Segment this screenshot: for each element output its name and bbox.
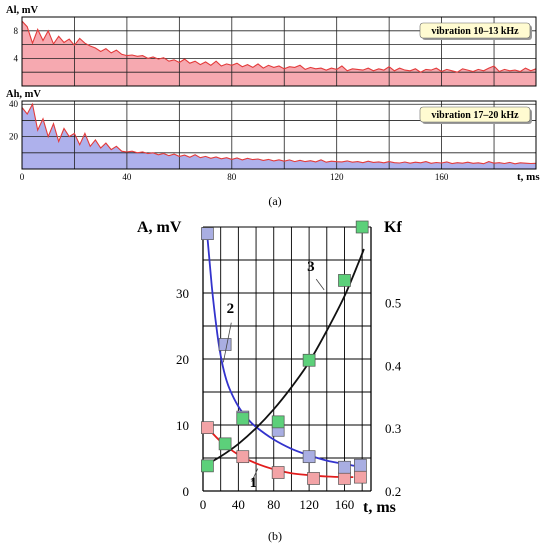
series-3-point <box>236 412 250 426</box>
panel-b-xlabel: t, ms <box>363 499 396 516</box>
series-2-point <box>302 450 316 464</box>
chart-al-ytick-label: 4 <box>14 53 19 63</box>
panel-b-series-labels: 1 2 3 <box>222 259 325 491</box>
series-1-point <box>236 450 250 464</box>
panel-b-xtick-label: 160 <box>335 497 355 512</box>
panel-b-xtick-label: 120 <box>299 497 319 512</box>
panel-b-ytick-left-label: 20 <box>176 352 189 367</box>
chart-ah-area <box>22 104 536 169</box>
series-1-point <box>354 470 367 484</box>
chart-al-annotation-box <box>419 22 531 39</box>
chart-ah-annotation-box <box>419 106 531 123</box>
panel-b-ytick-left-label: 10 <box>176 418 189 433</box>
series-1-leader <box>251 468 259 482</box>
chart-al-ytick-label: 8 <box>14 26 19 36</box>
panel-b-ytick-right-label: 0.3 <box>385 421 401 436</box>
chart-al-area <box>22 21 536 87</box>
series-2-point <box>338 460 351 474</box>
chart-ah-annotation-text: vibration 17–20 kHz <box>431 110 519 121</box>
series-1-point <box>271 466 285 479</box>
series-3-point <box>338 274 351 287</box>
panel-a-xlabel: t, ms <box>517 171 540 183</box>
chart-ah-ytick-label: 20 <box>9 132 19 142</box>
panel-b-xtick-label: 40 <box>232 497 245 512</box>
panel-b-markers <box>201 220 369 485</box>
series-2-point <box>218 338 232 351</box>
series-3-point <box>218 437 232 451</box>
series-3-leader <box>315 278 325 291</box>
panel-a-xtick-label: 120 <box>330 172 344 182</box>
panel-b-ytick-right-label: 0.4 <box>385 358 402 373</box>
panel-b-ytick-left-label: 0 <box>183 484 190 499</box>
chart-al-ylabel: Al, mV <box>6 5 38 16</box>
panel-b-caption: (b) <box>268 529 282 543</box>
series-2-point <box>201 227 214 240</box>
panel-a-xtick-label: 0 <box>20 172 25 182</box>
chart-al-line <box>21 20 537 73</box>
series-2-leader <box>222 322 232 363</box>
series-1-label: 1 <box>250 475 258 491</box>
series-3-point <box>271 415 285 429</box>
panel-b-ticks: 0 10 20 30 0.2 0.3 0.4 0.5 0 40 80 120 160 <box>176 286 402 512</box>
chart-al-border <box>21 16 537 87</box>
panel-b-ytick-right-label: 0.5 <box>385 295 401 310</box>
panel-a-x-axis: 0 40 80 120 160 <box>20 172 449 182</box>
panel-b: 0 10 20 30 0.2 0.3 0.4 0.5 0 40 80 120 160 1 2 3 A, mV… <box>137 219 402 543</box>
panel-a-caption: (a) <box>268 194 281 208</box>
series-3-point <box>355 220 369 234</box>
series-3-point <box>201 459 214 473</box>
series-1-point <box>201 421 214 434</box>
series-2-point <box>354 458 367 472</box>
chart-ah-ylabel: Ah, mV <box>6 89 41 100</box>
panel-b-ylabel-right: Kf <box>384 219 402 236</box>
chart-al: 4 8 Al, mV vibration 10–13 kHz <box>6 5 537 87</box>
panel-a-xtick-label: 80 <box>227 172 237 182</box>
series-3-label: 3 <box>307 259 315 275</box>
panel-a-xtick-label: 160 <box>435 172 449 182</box>
series-1-point <box>338 472 351 485</box>
chart-ah-line <box>21 102 537 165</box>
panel-b-ytick-right-label: 0.2 <box>385 484 401 499</box>
panel-b-xtick-label: 0 <box>200 497 207 512</box>
series-3-point <box>302 353 316 367</box>
panel-a-xtick-label: 40 <box>122 172 132 182</box>
series-2-label: 2 <box>227 301 235 317</box>
panel-b-xtick-label: 80 <box>267 497 280 512</box>
panel-b-ylabel-left: A, mV <box>137 219 182 236</box>
chart-ah-border <box>21 100 537 170</box>
chart-ah-ytick-label: 40 <box>9 99 19 109</box>
series-1-point <box>307 472 320 485</box>
chart-al-annotation-text: vibration 10–13 kHz <box>431 26 519 37</box>
panel-b-ytick-left-label: 30 <box>176 286 189 301</box>
